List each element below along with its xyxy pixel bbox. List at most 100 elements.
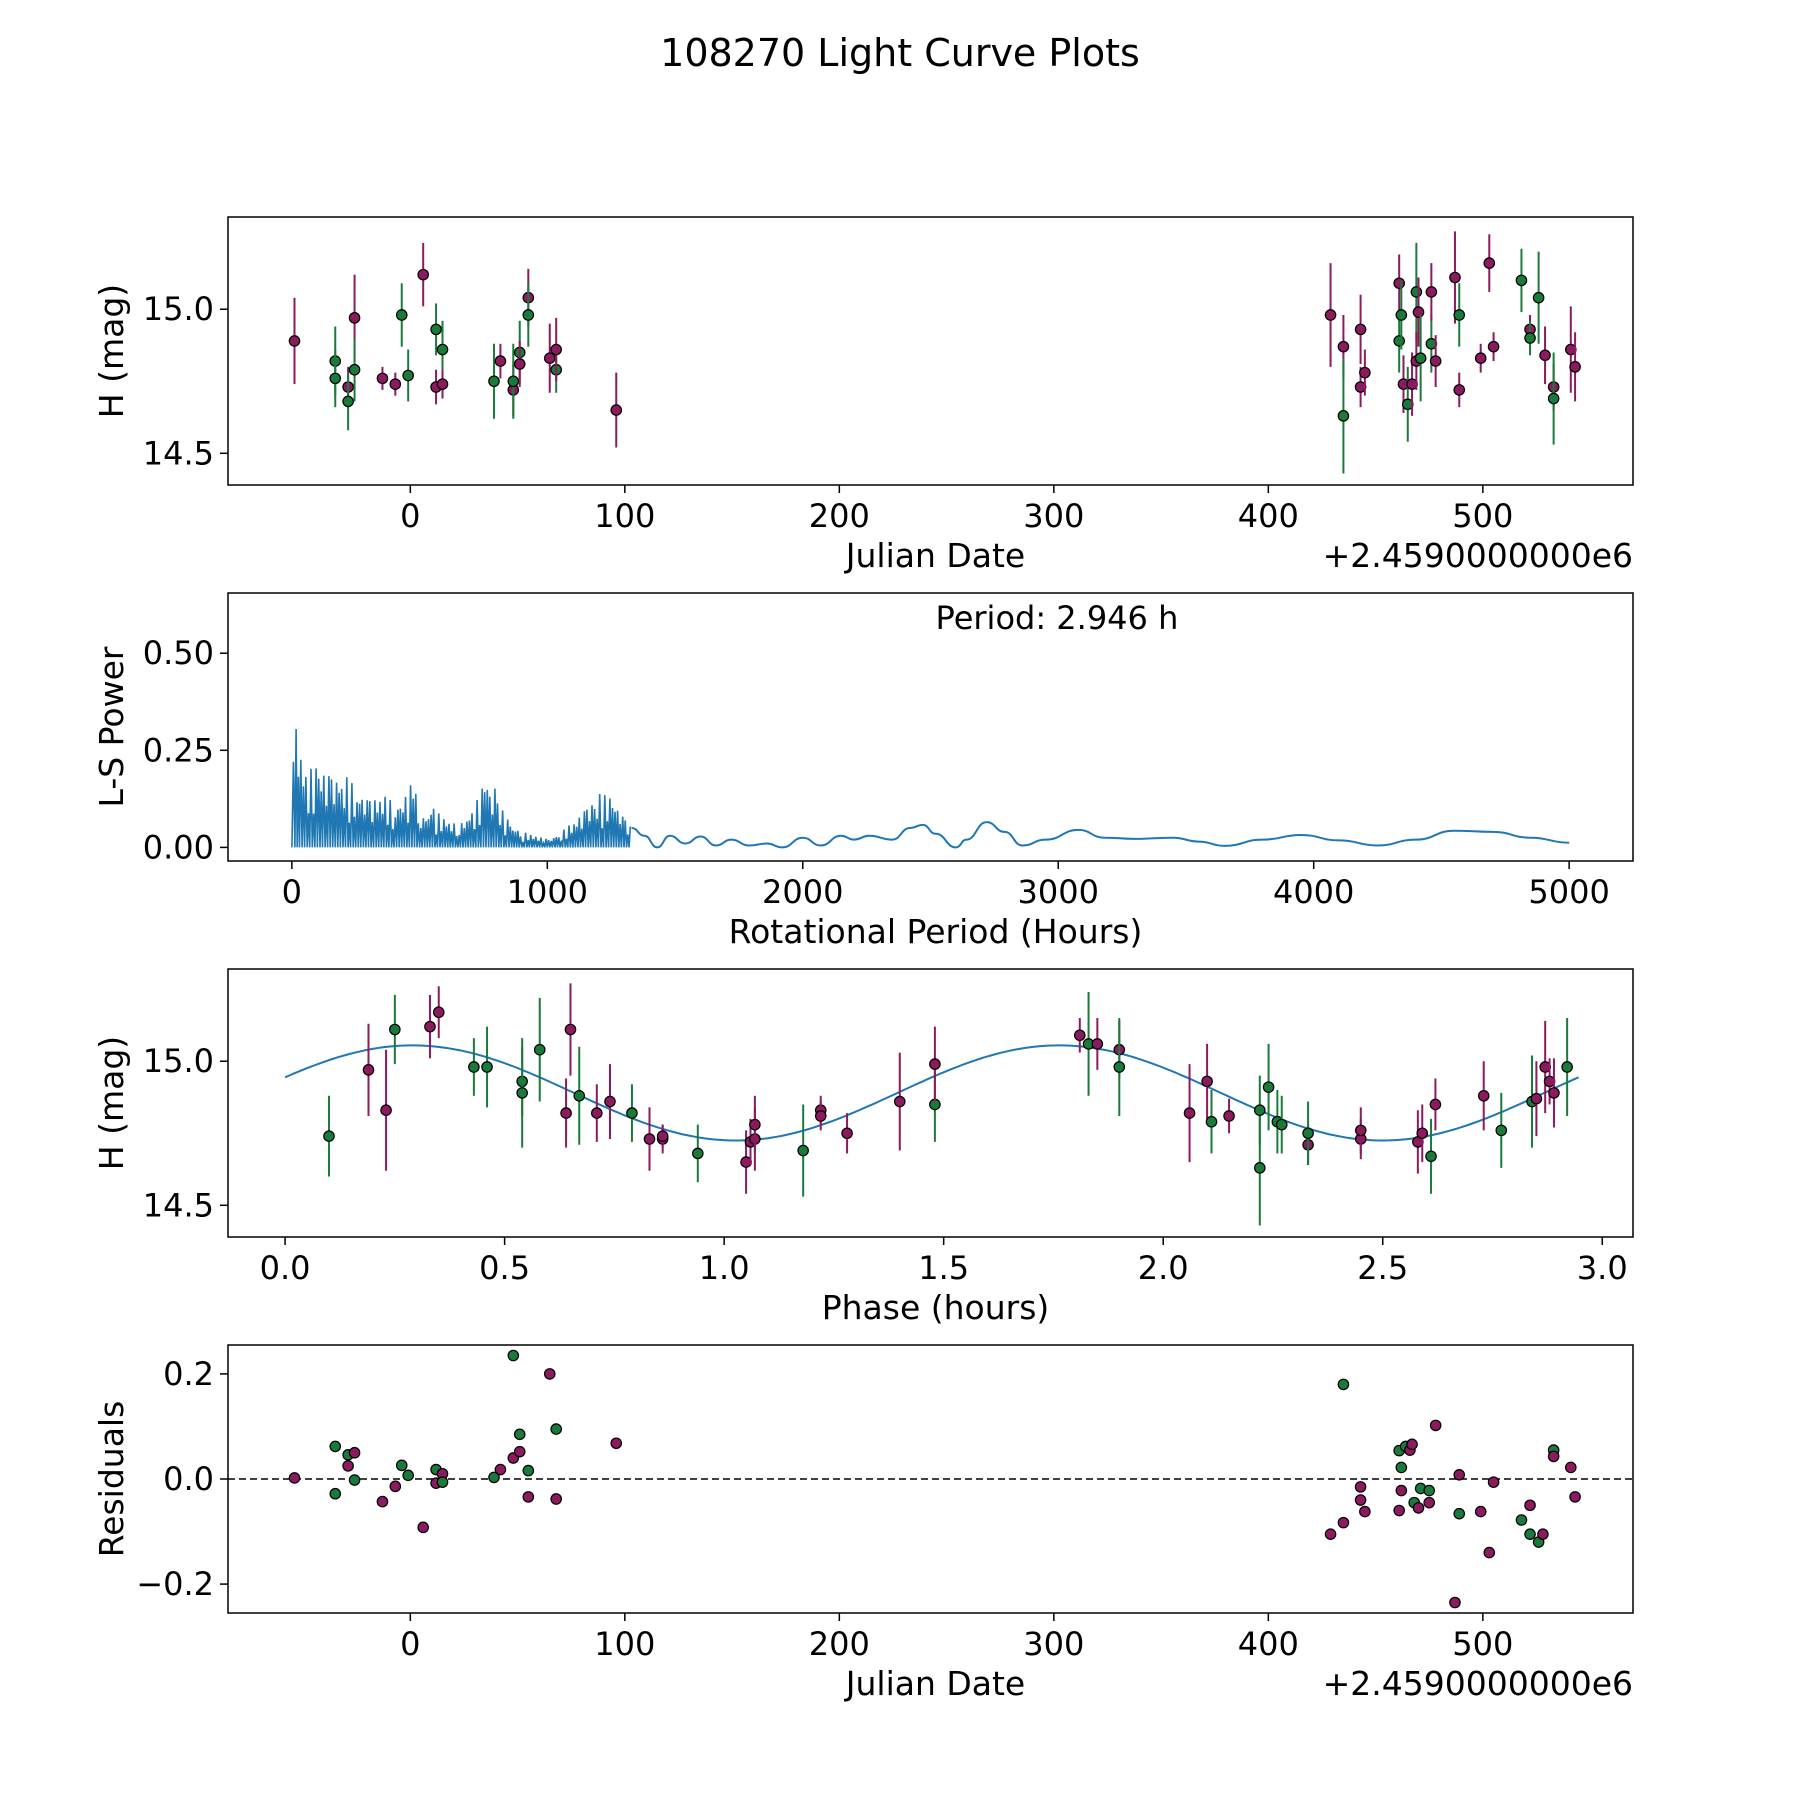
lightcurve-data-point <box>507 375 520 388</box>
residuals-data-point <box>329 1487 342 1500</box>
lightcurve-data-point <box>402 369 414 382</box>
residuals-data-point <box>522 1491 535 1503</box>
lightcurve-data-point <box>1395 309 1408 321</box>
lightcurve-xtick-label: 200 <box>809 497 870 535</box>
lightcurve-xtick-label: 300 <box>1023 497 1084 535</box>
periodogram-panel: 0 1000 2000 3000 4000 5000 0.00 0.25 0.50 Rotatio… <box>92 592 1634 951</box>
lightcurve-data-point <box>1453 384 1466 396</box>
phased-data-point <box>389 1023 401 1036</box>
residuals-ytick-label: −0.2 <box>136 1565 214 1603</box>
figure-title: 108270 Light Curve Plots <box>660 31 1140 75</box>
periodogram-xtick-label: 2000 <box>762 873 843 911</box>
phased-data-point <box>1561 1061 1573 1073</box>
lightcurve-data-point <box>436 378 449 390</box>
residuals-data-point <box>513 1428 526 1441</box>
residuals-xtick-label: 0 <box>400 1625 420 1663</box>
lightcurve-data-point <box>1453 309 1466 321</box>
lightcurve-xtick-label: 400 <box>1238 497 1299 535</box>
phased-data-point <box>1113 1061 1126 1073</box>
lightcurve-data-point <box>395 309 408 321</box>
phased-data-point <box>626 1107 638 1119</box>
lightcurve-data-point <box>436 343 449 356</box>
phased-data-point <box>1275 1118 1288 1131</box>
periodogram-xtick-label: 3000 <box>1018 873 1099 911</box>
residuals-data-point <box>342 1460 354 1472</box>
residuals-data-point <box>1412 1502 1425 1514</box>
lightcurve-data-point <box>488 375 500 388</box>
phased-data-point <box>1429 1098 1442 1111</box>
lightcurve-data-point <box>389 378 402 390</box>
lightcurve-data-point <box>1410 286 1423 298</box>
residuals-data-point <box>1524 1499 1536 1512</box>
residuals-data-point <box>1359 1505 1371 1518</box>
residuals-xlabel: Julian Date <box>844 1664 1026 1703</box>
lightcurve-data-point <box>494 355 507 367</box>
lightcurve-data-point <box>1337 340 1350 353</box>
phased-data-point <box>1073 1029 1086 1042</box>
residuals-data-point <box>550 1493 562 1505</box>
residuals-data-point <box>1429 1419 1442 1432</box>
lightcurve-data-point <box>342 395 354 408</box>
periodogram-xtick-label: 4000 <box>1273 873 1354 911</box>
phased-plot-frame <box>227 968 1634 1238</box>
lightcurve-data-point <box>329 372 342 385</box>
lightcurve-data-point <box>1414 352 1427 365</box>
lightcurve-data-point <box>1429 355 1442 367</box>
residuals-xtick-label: 200 <box>809 1625 870 1663</box>
phased-data-point <box>380 1104 392 1117</box>
period-annotation: Period: 2.946 h <box>936 599 1179 637</box>
lightcurve-xlabel: Julian Date <box>844 536 1026 575</box>
phased-xtick-label: 1.0 <box>699 1249 750 1287</box>
phased-data-point <box>893 1095 906 1108</box>
phased-data-point <box>573 1089 586 1102</box>
residuals-data-point <box>402 1469 414 1482</box>
phased-data-point <box>1253 1162 1266 1174</box>
residuals-data-point <box>513 1445 526 1458</box>
residuals-data-point <box>1564 1461 1577 1474</box>
periodogram-xlabel: Rotational Period (Hours) <box>729 912 1143 951</box>
lightcurve-ylabel: H (mag) <box>92 284 131 418</box>
lightcurve-xtick-label: 100 <box>594 497 655 535</box>
residuals-data-point <box>1337 1378 1350 1391</box>
phased-data-point <box>323 1130 335 1142</box>
lightcurve-xtick-label: 500 <box>1452 497 1513 535</box>
residuals-data-point <box>1449 1596 1461 1609</box>
residuals-data-point <box>1487 1476 1500 1488</box>
phased-data-point <box>604 1095 616 1108</box>
lightcurve-data-point <box>1393 335 1405 347</box>
phased-data-point <box>1223 1110 1235 1122</box>
phased-data-point <box>814 1110 827 1122</box>
residuals-data-point <box>1354 1481 1367 1493</box>
phased-data-point <box>841 1127 853 1140</box>
lightcurve-offset-text: +2.4590000000e6 <box>1323 536 1633 575</box>
residuals-xtick-label: 500 <box>1452 1625 1513 1663</box>
phased-ytick-label: 14.5 <box>143 1186 214 1224</box>
phased-data-point <box>481 1061 493 1073</box>
phased-data-point <box>564 1023 577 1036</box>
phased-data-point <box>656 1130 669 1142</box>
lightcurve-data-point <box>1324 309 1337 321</box>
lightcurve-data-point <box>1393 277 1405 290</box>
residuals-data-point <box>329 1440 342 1453</box>
phased-data-point <box>1425 1150 1437 1163</box>
residuals-data-point <box>417 1521 429 1534</box>
phased-xtick-label: 2.5 <box>1357 1249 1408 1287</box>
lightcurve-data-point <box>1412 306 1425 318</box>
phased-data-point <box>1354 1124 1367 1137</box>
phased-data-point <box>929 1058 941 1070</box>
residuals-data-point <box>494 1463 507 1476</box>
lightcurve-data-point <box>288 335 301 347</box>
residuals-data-point <box>550 1423 562 1435</box>
phased-data-point <box>797 1144 809 1157</box>
lightcurve-data-point <box>522 309 535 321</box>
phased-data-point <box>691 1147 704 1160</box>
lightcurve-data-point <box>1515 274 1528 287</box>
phased-data-point <box>1416 1127 1429 1140</box>
residuals-data-point <box>488 1471 500 1484</box>
residuals-xtick-label: 100 <box>594 1625 655 1663</box>
residuals-data-point <box>1423 1496 1436 1509</box>
phased-data-point <box>1205 1115 1218 1128</box>
periodogram-xtick-label: 0 <box>282 873 302 911</box>
periodogram-ytick-label: 0.00 <box>143 828 214 866</box>
residuals-data-point <box>1395 1461 1408 1474</box>
